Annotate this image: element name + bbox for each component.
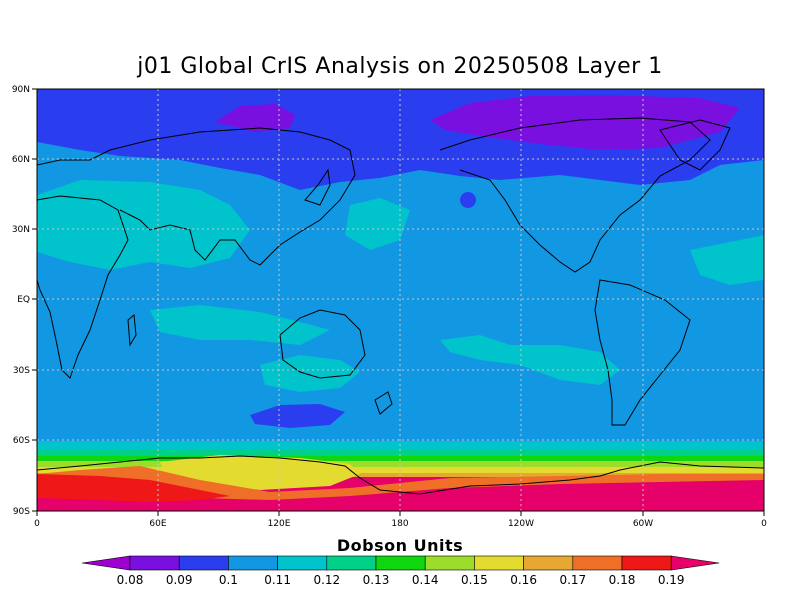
colorbar-arrow-high: [670, 555, 720, 571]
colorbar-label: 0.14: [412, 573, 439, 587]
colorbar: 0.08 0.09 0.1 0.11 0.12 0.13 0.14 0.15 0.16 0.17 0…: [81, 555, 720, 587]
band-0-14: [37, 456, 764, 461]
cyan-patch-australia: [260, 355, 360, 392]
colorbar-label: 0.16: [510, 573, 537, 587]
coast-greenland: [659, 119, 731, 171]
colorbar-label: 0.15: [461, 573, 488, 587]
colorbar-label: 0.1: [219, 573, 238, 587]
colorbar-label: 0.13: [363, 573, 390, 587]
red-lobe: [37, 474, 230, 502]
arctic-purple-2: [215, 104, 295, 132]
colorbar-label: 0.08: [117, 573, 144, 587]
lat-tick-label: 60N: [12, 155, 30, 165]
colorbar-swatch: [326, 555, 377, 571]
coast-south-america: [594, 279, 691, 426]
cyan-patch-atlantic: [690, 235, 764, 285]
coast-australia: [279, 309, 366, 379]
cyan-patch-indian: [150, 305, 330, 345]
cyan-patch-south-pacific: [440, 335, 620, 385]
coast-japan: [304, 168, 331, 206]
lat-tick-label: 90S: [13, 507, 30, 517]
colorbar-swatch: [129, 555, 180, 571]
coast-north-america: [439, 117, 711, 273]
band-0-13: [37, 449, 764, 456]
cyan-patch-africa: [37, 180, 250, 270]
yellow-lobe: [160, 455, 360, 490]
lon-tick-label: 0: [761, 519, 767, 529]
colorbar-label: 0.09: [166, 573, 193, 587]
lat-tick-label: 60S: [13, 436, 30, 446]
arctic-purple-1: [430, 95, 740, 150]
colorbar-swatch: [572, 555, 623, 571]
colorbar-swatch: [621, 555, 672, 571]
colorbar-title: Dobson Units: [336, 536, 464, 555]
colorbar-label: 0.11: [264, 573, 291, 587]
lon-tick-label: 120E: [268, 519, 291, 529]
colorbar-swatch: [424, 555, 475, 571]
colorbar-label: 0.12: [313, 573, 340, 587]
colorbar-swatch: [474, 555, 524, 571]
colorbar-label: 0.19: [658, 573, 685, 587]
map-title: j01 Global CrIS Analysis on 20250508 Lay…: [137, 54, 663, 79]
tick-marks: [32, 88, 765, 516]
lat-tick-label: 90N: [12, 85, 30, 95]
coast-madagascar: [127, 314, 137, 347]
colorbar-swatch: [375, 555, 426, 571]
coast-antarctica: [37, 455, 764, 495]
coast-new-zealand: [374, 391, 393, 415]
colorbar-swatch: [178, 555, 229, 571]
coast-europe-asia: [37, 127, 356, 266]
colorbar-swatch: [228, 555, 278, 571]
orange-lobe: [37, 466, 764, 500]
lon-tick-label: 180: [391, 519, 408, 529]
blue-patch-south-indian: [250, 404, 345, 428]
colorbar-swatch: [277, 555, 328, 571]
lat-tick-label: EQ: [17, 295, 30, 305]
lon-tick-label: 120W: [508, 519, 534, 529]
colorbar-swatch: [523, 555, 574, 571]
colorbar-label: 0.17: [559, 573, 586, 587]
cyan-patch-pacific: [345, 198, 410, 250]
lat-tick-label: 30S: [13, 366, 30, 376]
coastlines: [37, 117, 764, 495]
gridlines: [37, 89, 764, 511]
blue-patch-north-pacific: [460, 192, 476, 208]
colorbar-arrow-low: [81, 555, 131, 571]
coast-africa: [37, 195, 129, 379]
colorbar-label: 0.18: [609, 573, 636, 587]
lat-tick-label: 30N: [12, 225, 30, 235]
lon-tick-label: 60E: [149, 519, 166, 529]
lon-tick-label: 60W: [633, 519, 653, 529]
lon-tick-label: 0: [34, 519, 40, 529]
